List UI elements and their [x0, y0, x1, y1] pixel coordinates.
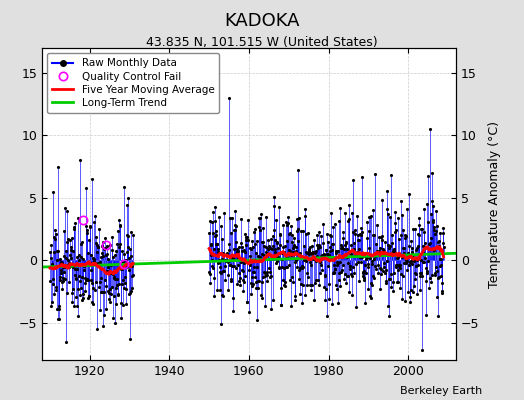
Text: 43.835 N, 101.515 W (United States): 43.835 N, 101.515 W (United States): [146, 36, 378, 49]
Text: KADOKA: KADOKA: [224, 12, 300, 30]
Text: Berkeley Earth: Berkeley Earth: [400, 386, 482, 396]
Legend: Raw Monthly Data, Quality Control Fail, Five Year Moving Average, Long-Term Tren: Raw Monthly Data, Quality Control Fail, …: [47, 53, 220, 113]
Y-axis label: Temperature Anomaly (°C): Temperature Anomaly (°C): [487, 120, 500, 288]
